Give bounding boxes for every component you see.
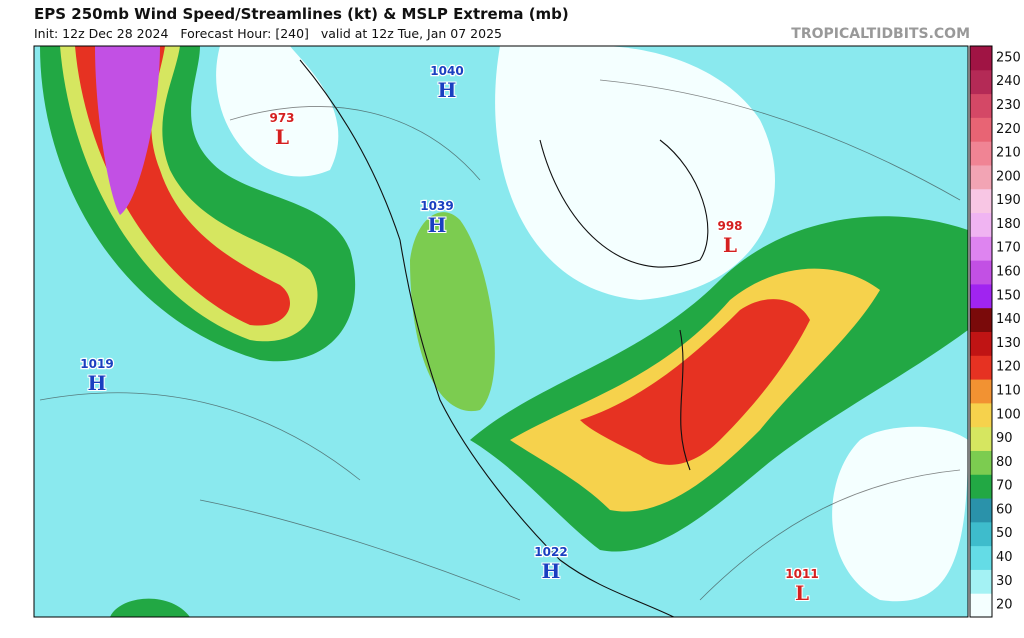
jet: [110, 598, 190, 617]
colorbar-label: 230: [996, 98, 1021, 113]
colorbar-segment: [970, 569, 992, 594]
calm-area: [216, 46, 339, 177]
center-value: 1019: [80, 357, 113, 371]
center-letter: H: [428, 213, 447, 237]
coastline: [539, 139, 709, 471]
center-value: 998: [717, 219, 742, 233]
colorbar-segment: [970, 141, 992, 166]
colorbar-label: 70: [996, 479, 1013, 494]
colorbar-label: 100: [996, 407, 1021, 422]
colorbar-label: 110: [996, 383, 1021, 398]
title: EPS 250mb Wind Speed/Streamlines (kt) & …: [34, 5, 569, 23]
center-value: 1022: [534, 545, 567, 559]
coastline: [299, 59, 676, 617]
center-letter: L: [723, 233, 737, 257]
calm-area: [495, 46, 775, 300]
colorbar-label: 140: [996, 312, 1021, 327]
center-letter: L: [275, 125, 289, 149]
colorbar-segment: [970, 402, 992, 428]
colorbar-label: 200: [996, 169, 1021, 184]
center-value: 1040: [430, 64, 463, 78]
colorbar-label: 170: [996, 241, 1021, 256]
colorbar-segment: [970, 545, 992, 570]
colorbar-segment: [970, 307, 992, 332]
colorbar-segment: [970, 212, 992, 237]
colorbar-segment: [970, 331, 992, 356]
colorbar-label: 20: [996, 598, 1013, 613]
jet: [95, 46, 160, 215]
jet: [410, 212, 495, 412]
colorbar-segment: [970, 188, 992, 214]
colorbar-segment: [970, 69, 992, 95]
colorbar-segment: [970, 117, 992, 142]
center-letter: H: [438, 78, 457, 102]
colorbar-label: 180: [996, 217, 1021, 232]
colorbar-label: 210: [996, 146, 1021, 161]
map: [33, 45, 969, 618]
colorbar-label: 60: [996, 502, 1013, 517]
colorbar-segment: [970, 426, 992, 451]
colorbar-label: 250: [996, 50, 1021, 65]
colorbar-segment: [970, 498, 992, 523]
colorbar-label: 130: [996, 336, 1021, 351]
jet: [580, 299, 810, 465]
colorbar-label: 40: [996, 550, 1013, 565]
colorbar-label: 190: [996, 193, 1021, 208]
center-letter: H: [88, 371, 107, 395]
colorbar-segment: [970, 355, 992, 380]
colorbar-segment: [970, 379, 992, 404]
colorbar-segment: [970, 283, 992, 309]
center-value: 1011: [785, 567, 818, 581]
colorbar-label: 220: [996, 122, 1021, 137]
colorbar-label: 50: [996, 526, 1013, 541]
colorbar-segment: [970, 450, 992, 475]
colorbar-label: 160: [996, 265, 1021, 280]
colorbar-segment: [970, 236, 992, 261]
colorbar-segment: [970, 46, 992, 71]
subtitle: Init: 12z Dec 28 2024 Forecast Hour: [24…: [34, 26, 502, 41]
center-letter: H: [542, 559, 561, 583]
colorbar-frame: [969, 45, 993, 618]
colorbar-segment: [970, 260, 992, 285]
center-letter: L: [795, 581, 809, 605]
colorbar-segment: [970, 93, 992, 118]
calm-area: [832, 426, 968, 602]
map-frame: [33, 45, 969, 618]
colorbar-segment: [970, 593, 992, 618]
colorbar-label: 30: [996, 574, 1013, 589]
streamline: [39, 79, 961, 601]
colorbar-label: 90: [996, 431, 1013, 446]
watermark: TROPICALTIDBITS.COM: [791, 26, 970, 42]
colorbar-label: 240: [996, 74, 1021, 89]
center-value: 973: [269, 111, 294, 125]
colorbar-label: 80: [996, 455, 1013, 470]
center-value: 1039: [420, 199, 453, 213]
colorbar-segment: [970, 164, 992, 190]
colorbar-label: 120: [996, 360, 1021, 375]
colorbar-segment: [970, 521, 992, 547]
colorbar-segment: [970, 474, 992, 499]
colorbar-label: 150: [996, 288, 1021, 303]
